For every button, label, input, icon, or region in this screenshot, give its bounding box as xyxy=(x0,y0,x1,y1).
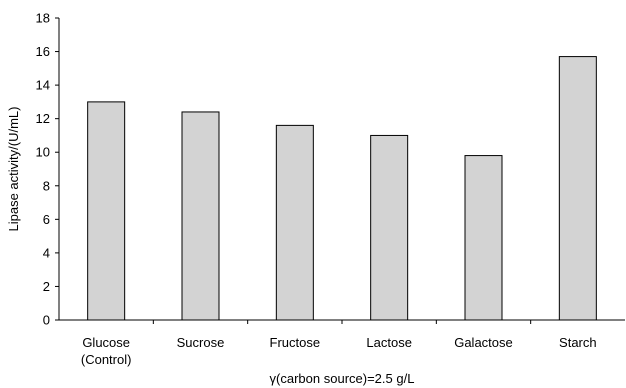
bar xyxy=(275,124,314,321)
y-tick-label: 4 xyxy=(43,245,50,260)
x-tick-label: Fructose xyxy=(270,335,321,350)
bar xyxy=(87,101,126,321)
y-tick-label: 2 xyxy=(43,279,50,294)
y-tick-label: 18 xyxy=(36,11,50,26)
x-tick-label: Galactose xyxy=(454,335,513,350)
x-axis-label: γ(carbon source)=2.5 g/L xyxy=(270,371,415,386)
y-tick-label: 8 xyxy=(43,178,50,193)
x-tick-label: Sucrose xyxy=(177,335,225,350)
bar xyxy=(464,155,503,321)
bars xyxy=(87,56,597,321)
x-tick-label: (Control) xyxy=(81,352,132,367)
x-tick-label: Starch xyxy=(559,335,597,350)
x-tick-label: Glucose xyxy=(82,335,130,350)
bar xyxy=(558,56,597,321)
x-tick-label: Lactose xyxy=(366,335,412,350)
y-tick-label: 16 xyxy=(36,44,50,59)
y-tick-label: 6 xyxy=(43,212,50,227)
y-tick-label: 14 xyxy=(36,78,50,93)
y-axis-label: Lipase activity/(U/mL) xyxy=(6,107,21,232)
y-tick-label: 10 xyxy=(36,145,50,160)
y-tick-label: 0 xyxy=(43,313,50,328)
bar xyxy=(181,111,220,321)
y-tick-label: 12 xyxy=(36,111,50,126)
bar xyxy=(370,134,409,321)
y-axis-ticks: 0 2 4 6 8 10 12 14 16 18 xyxy=(36,11,59,328)
x-axis-ticks: Glucose (Control) Sucrose Fructose Lactose Ga… xyxy=(81,320,597,367)
